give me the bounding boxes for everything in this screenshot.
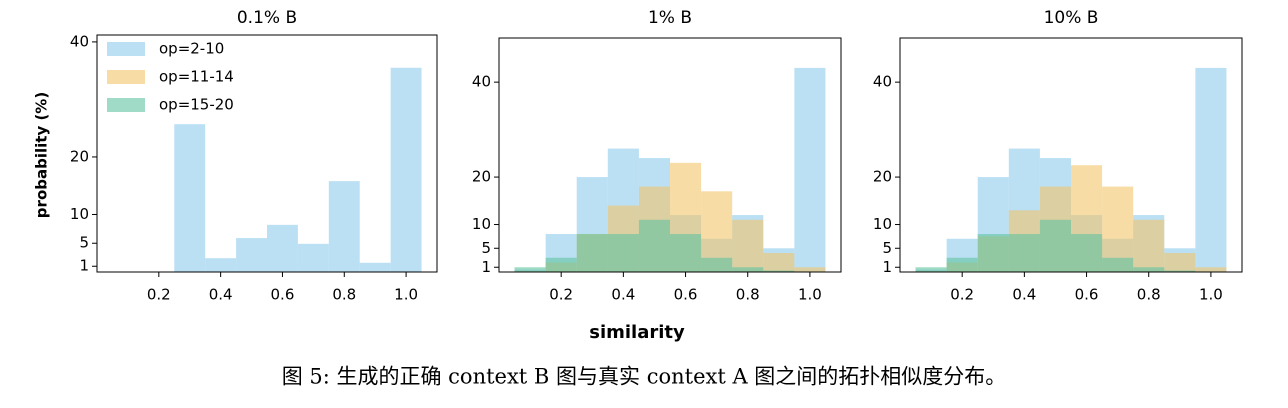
plot-frame — [899, 37, 1243, 273]
bar — [1008, 234, 1040, 272]
plot-frame — [96, 34, 438, 273]
y-tick-label: 1 — [882, 258, 892, 276]
bar — [794, 67, 826, 272]
plot-frame — [498, 37, 842, 273]
bar — [1164, 253, 1196, 272]
bar — [545, 257, 577, 272]
bar — [607, 234, 639, 272]
x-tick-label: 0.2 — [147, 286, 171, 304]
bar — [1195, 267, 1227, 272]
bar — [638, 219, 670, 272]
bar — [763, 270, 795, 272]
bar — [576, 234, 608, 272]
chart-title: 0.1% B — [237, 8, 297, 28]
legend-label: op=11-14 — [159, 68, 234, 86]
bar — [701, 257, 733, 272]
x-tick-label: 0.2 — [950, 286, 974, 304]
bar — [732, 219, 764, 272]
chart-title: 10% B — [1044, 8, 1099, 28]
x-tick-label: 0.8 — [332, 286, 356, 304]
x-tick-label: 0.6 — [271, 286, 295, 304]
bar — [514, 267, 546, 272]
x-tick-label: 0.8 — [1137, 286, 1161, 304]
bar — [297, 243, 329, 272]
x-tick-label: 0.2 — [549, 286, 573, 304]
bar — [390, 67, 422, 272]
bar — [328, 181, 360, 272]
y-tick-label: 5 — [481, 239, 491, 257]
y-tick-label: 20 — [873, 168, 892, 186]
bar — [1195, 67, 1227, 272]
caption: 图 5: 生成的正确 context B 图与真实 context A 图之间的… — [282, 365, 1007, 389]
y-tick-label: 40 — [70, 32, 89, 50]
y-tick-label: 10 — [70, 205, 89, 223]
bar — [670, 234, 702, 272]
y-tick-label: 10 — [472, 215, 491, 233]
x-tick-label: 0.4 — [1012, 286, 1036, 304]
bar — [946, 257, 978, 272]
y-tick-label: 40 — [873, 73, 892, 91]
bar — [977, 234, 1009, 272]
bar — [174, 124, 206, 272]
bar — [205, 258, 237, 272]
bar — [267, 224, 298, 272]
x-tick-label: 0.4 — [611, 286, 635, 304]
x-tick-label: 1.0 — [798, 286, 822, 304]
bar — [1133, 219, 1165, 272]
y-tick-label: 1 — [79, 257, 89, 275]
bar — [732, 267, 764, 272]
y-tick-label: 5 — [882, 239, 892, 257]
bar — [915, 267, 947, 272]
x-tick-label: 0.8 — [736, 286, 760, 304]
bar — [1164, 270, 1196, 272]
y-tick-label: 40 — [472, 73, 491, 91]
y-tick-label: 1 — [481, 258, 491, 276]
bar — [1102, 257, 1134, 272]
bar — [1071, 234, 1103, 272]
x-tick-label: 0.4 — [209, 286, 233, 304]
legend-label: op=15-20 — [159, 96, 234, 114]
y-tick-label: 5 — [79, 234, 89, 252]
x-tick-label: 1.0 — [394, 286, 418, 304]
bar — [1039, 219, 1071, 272]
bar — [1133, 267, 1165, 272]
bar — [236, 238, 267, 272]
x-tick-label: 0.6 — [674, 286, 698, 304]
bar — [359, 262, 391, 272]
x-tick-label: 0.6 — [1075, 286, 1099, 304]
x-axis-label: similarity — [589, 322, 685, 343]
chart-title: 1% B — [648, 8, 692, 28]
x-tick-label: 1.0 — [1199, 286, 1223, 304]
bar — [794, 267, 826, 272]
legend-swatch — [107, 42, 145, 56]
y-tick-label: 10 — [873, 215, 892, 233]
y-axis-label: probability (%) — [33, 92, 51, 218]
legend-swatch — [107, 98, 145, 112]
y-tick-label: 20 — [472, 168, 491, 186]
legend-swatch — [107, 70, 145, 84]
legend-label: op=2-10 — [159, 40, 224, 58]
bar — [763, 253, 795, 272]
y-tick-label: 20 — [70, 147, 89, 165]
